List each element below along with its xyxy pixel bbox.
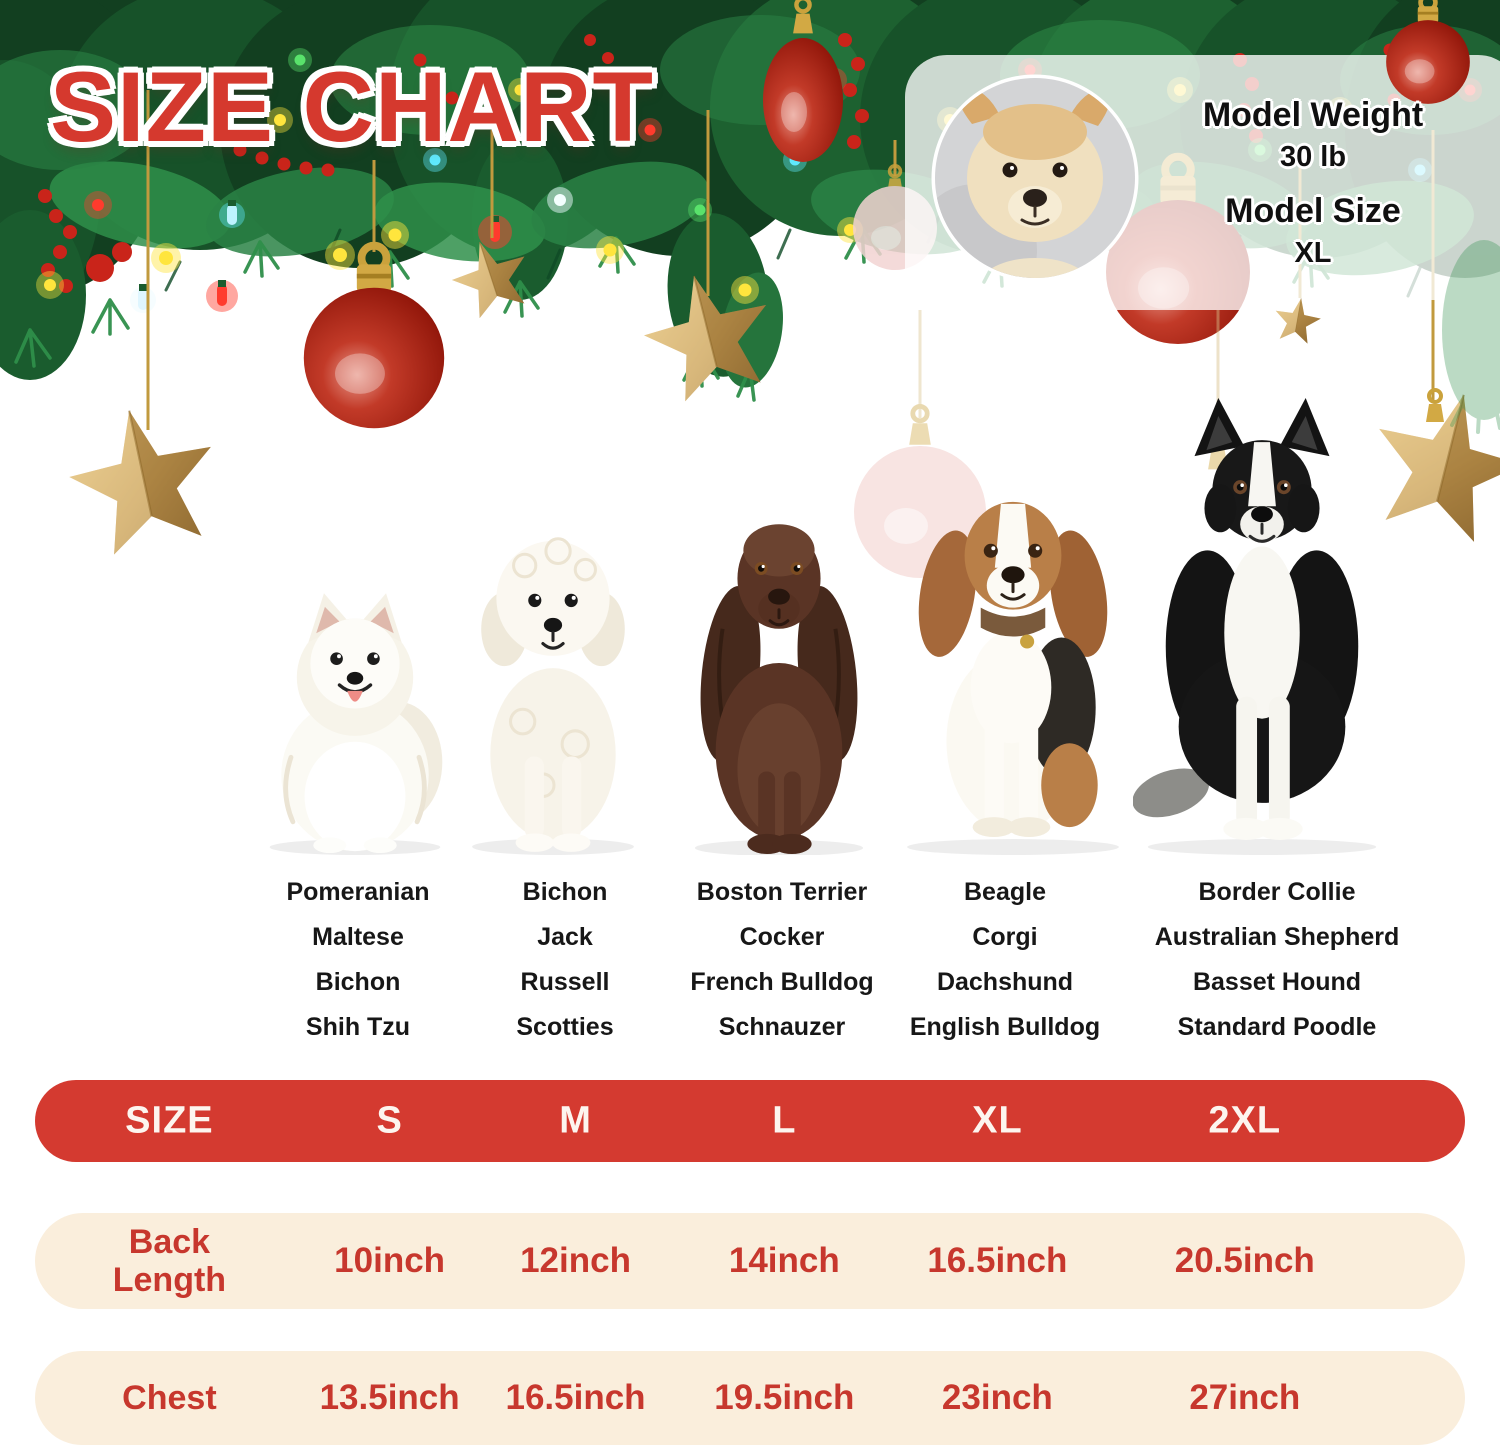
row-label-back-length: Back Length xyxy=(112,1222,227,1299)
back-length-xl: 16.5inch xyxy=(927,1241,1068,1280)
dog-photo-cocker-spaniel xyxy=(694,524,864,855)
model-size-label: Model Size xyxy=(1225,192,1401,230)
christmas-garland xyxy=(1442,240,1500,434)
breed-name: Dachshund xyxy=(936,968,1074,996)
back-length-row: Back Length 10inch 12inch 14inch 16.5inc… xyxy=(35,1213,1465,1309)
column-header-size: SIZE xyxy=(125,1099,214,1142)
chest-s: 13.5inch xyxy=(319,1378,460,1417)
chest-m: 16.5inch xyxy=(505,1378,646,1417)
model-dog-photo xyxy=(931,74,1139,282)
breed-name: French Bulldog xyxy=(690,968,874,996)
breed-list-size-2xl: Border Collie Australian Shepherd Basset… xyxy=(1107,870,1447,1050)
dog-photo-border-collie xyxy=(1133,398,1377,855)
breed-name: Standard Poodle xyxy=(1177,1013,1377,1041)
model-weight-value: 30 lb xyxy=(1279,141,1347,173)
red-bauble-ornament xyxy=(763,0,843,162)
chest-xl: 23inch xyxy=(941,1378,1053,1417)
breed-name: Border Collie xyxy=(1198,878,1356,906)
column-header-l: L xyxy=(772,1099,797,1142)
page-title: SIZE CHART xyxy=(50,51,654,162)
gold-star-ornament xyxy=(1270,294,1500,550)
dog-photo-pomeranian xyxy=(269,593,443,855)
back-length-s: 10inch xyxy=(334,1241,446,1280)
size-table-header-row: SIZE S M L XL 2XL xyxy=(35,1080,1465,1162)
breed-name: Pomeranian xyxy=(286,878,430,906)
breed-name: Bichon xyxy=(522,878,608,906)
breed-name: English Bulldog xyxy=(909,1013,1101,1041)
chest-row: Chest 13.5inch 16.5inch 19.5inch 23inch … xyxy=(35,1351,1465,1445)
chest-2xl: 27inch xyxy=(1189,1378,1301,1417)
breed-name: Cocker xyxy=(739,923,825,951)
model-info: Model Weight 30 lb Model Size XL xyxy=(1168,96,1458,270)
breed-name: Schnauzer xyxy=(718,1013,846,1041)
breed-list-size-m: Bichon Jack Russell Scotties xyxy=(395,870,735,1050)
breed-name: Boston Terrier xyxy=(696,878,868,906)
column-header-2xl: 2XL xyxy=(1208,1099,1282,1142)
dog-photo-bichon-frise xyxy=(472,537,634,855)
model-size-value: XL xyxy=(1294,237,1332,269)
breed-name: Australian Shepherd xyxy=(1154,923,1400,951)
red-bauble-ornament xyxy=(304,246,444,429)
breed-name: Scotties xyxy=(516,1013,614,1041)
back-length-2xl: 20.5inch xyxy=(1174,1241,1315,1280)
breed-list-size-s: Pomeranian Maltese Bichon Shih Tzu xyxy=(188,870,528,1050)
row-label-chest: Chest xyxy=(122,1378,217,1417)
breed-name: Basset Hound xyxy=(1192,968,1362,996)
breed-name: Bichon xyxy=(315,968,401,996)
breed-name: Beagle xyxy=(964,878,1046,906)
breed-list-size-xl: Beagle Corgi Dachshund English Bulldog xyxy=(835,870,1175,1050)
column-header-m: M xyxy=(559,1099,592,1142)
breed-name: Maltese xyxy=(312,923,404,951)
breed-name: Shih Tzu xyxy=(305,1013,411,1041)
chest-l: 19.5inch xyxy=(714,1378,855,1417)
back-length-l: 14inch xyxy=(728,1241,840,1280)
back-length-m: 12inch xyxy=(520,1241,631,1280)
breed-name: Russell xyxy=(520,968,610,996)
breed-name: Jack xyxy=(537,923,593,951)
breed-list-size-l: Boston Terrier Cocker French Bulldog Sch… xyxy=(612,870,952,1050)
column-header-xl: XL xyxy=(972,1099,1023,1142)
column-header-s: S xyxy=(376,1099,403,1142)
breed-name: Corgi xyxy=(972,923,1038,951)
model-weight-label: Model Weight xyxy=(1202,96,1424,134)
dog-photo-beagle xyxy=(907,501,1119,855)
